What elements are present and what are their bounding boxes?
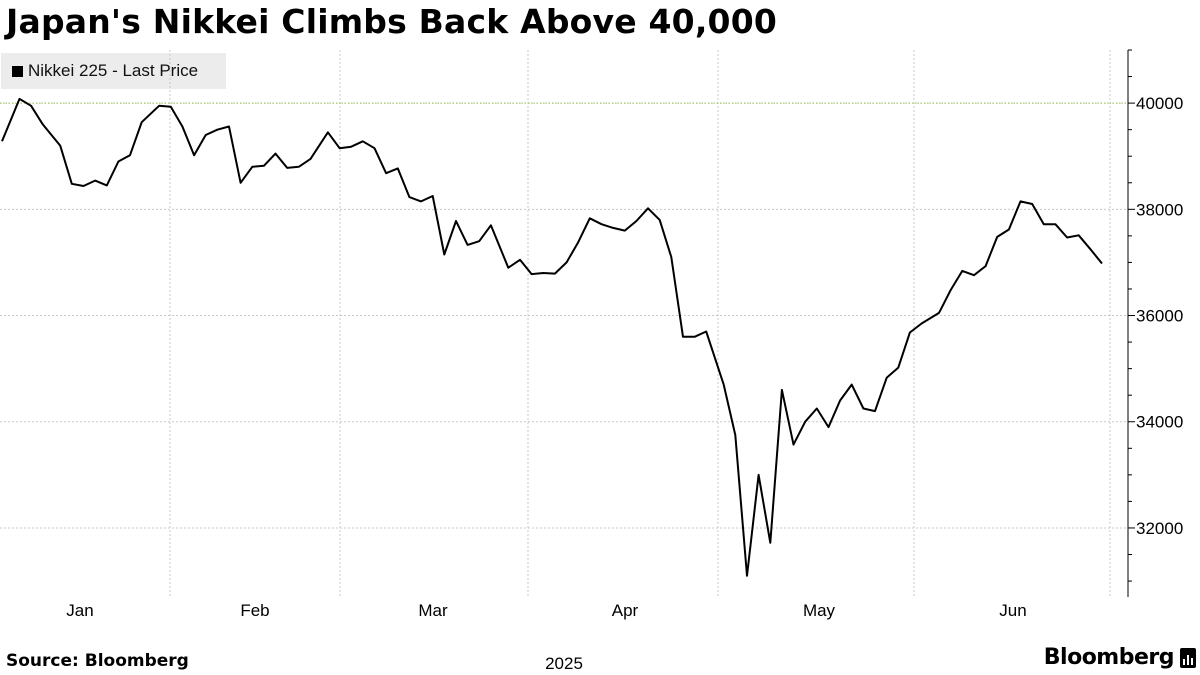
bloomberg-terminal-icon xyxy=(1180,647,1196,668)
x-tick-label: Feb xyxy=(240,601,269,620)
y-tick-label: 38000 xyxy=(1136,200,1183,219)
nikkei-series-line xyxy=(1,97,1103,577)
x-axis-year-label: 2025 xyxy=(545,654,583,673)
x-tick-label: Jan xyxy=(66,601,93,620)
y-axis: 32000 34000 36000 38000 40000 xyxy=(1127,49,1183,597)
y-tick-label: 34000 xyxy=(1136,413,1183,432)
x-tick-label: Jun xyxy=(999,601,1026,620)
source-note: Source: Bloomberg xyxy=(6,651,189,671)
legend-swatch xyxy=(12,65,23,77)
y-tick-label: 36000 xyxy=(1136,307,1183,326)
y-tick-label: 40000 xyxy=(1136,94,1183,113)
chart-title: Japan's Nikkei Climbs Back Above 40,000 xyxy=(6,2,778,41)
y-tick-label: 32000 xyxy=(1136,519,1183,538)
bloomberg-logo: Bloomberg xyxy=(1044,645,1196,670)
x-axis-labels: Jan Feb Mar Apr May Jun 2025 xyxy=(66,601,1026,673)
x-tick-label: May xyxy=(803,601,836,620)
brand-name: Bloomberg xyxy=(1043,645,1175,670)
x-tick-label: Apr xyxy=(612,601,639,620)
legend: Nikkei 225 - Last Price xyxy=(1,53,226,89)
series-group xyxy=(1,97,1103,577)
legend-label: Nikkei 225 - Last Price xyxy=(28,61,199,80)
x-tick-label: Mar xyxy=(418,601,448,620)
gridlines xyxy=(0,50,1128,597)
